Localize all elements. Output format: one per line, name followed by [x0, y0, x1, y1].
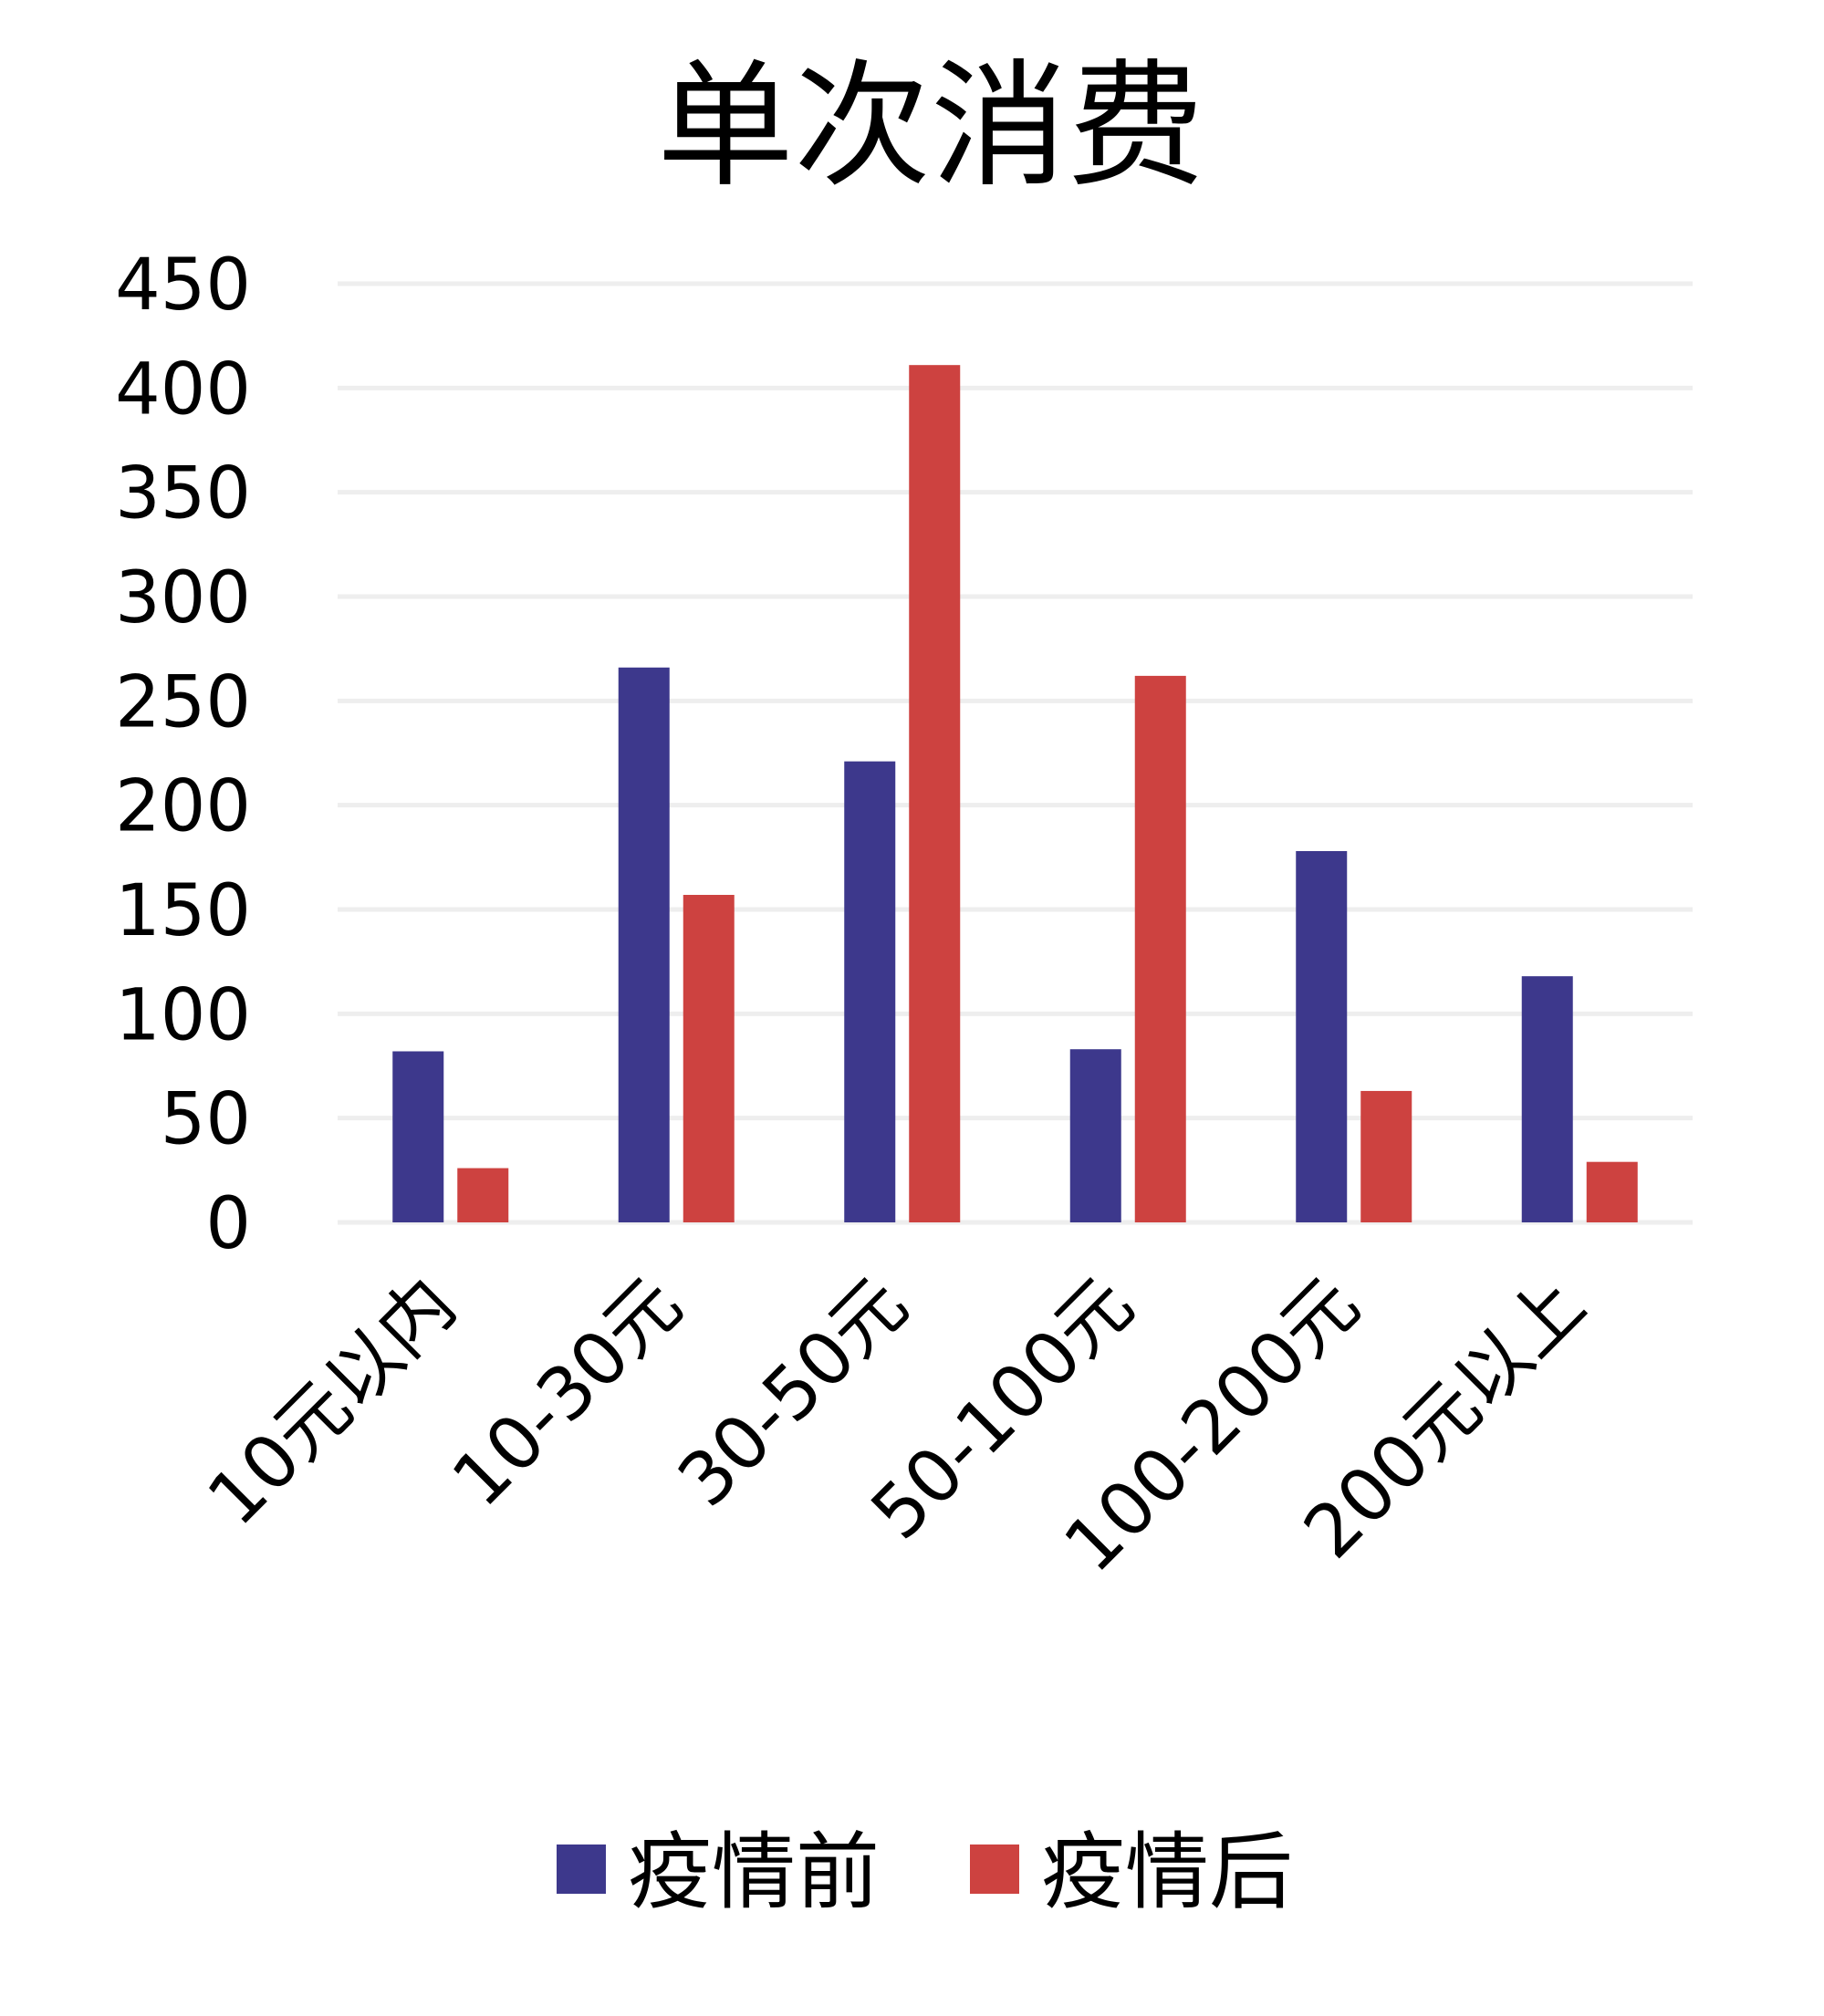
- x-category-label: 10元以内: [192, 1262, 472, 1542]
- bars: [392, 365, 1638, 1222]
- bar-after: [909, 365, 961, 1222]
- y-axis-ticks: 0 50 100 150 200 250 300 350 400 450: [115, 244, 251, 1265]
- y-tick-label: 450: [115, 244, 251, 327]
- chart-title: 单次消费: [657, 47, 1204, 206]
- bar-after: [457, 1168, 509, 1222]
- y-tick-label: 250: [115, 661, 251, 743]
- legend: 疫情前 疫情后: [557, 1824, 1293, 1921]
- y-tick-label: 200: [115, 766, 251, 848]
- y-tick-label: 0: [205, 1183, 251, 1265]
- bar-after: [1586, 1161, 1638, 1222]
- y-tick-label: 300: [115, 557, 251, 639]
- legend-label-before: 疫情前: [628, 1824, 880, 1921]
- legend-label-after: 疫情后: [1041, 1824, 1293, 1921]
- bar-before: [1069, 1049, 1121, 1222]
- y-tick-label: 150: [115, 870, 251, 952]
- legend-swatch-before: [557, 1845, 606, 1894]
- x-category-label: 10-30元: [436, 1262, 698, 1523]
- bar-after: [1360, 1090, 1412, 1222]
- bar-before: [1521, 976, 1573, 1222]
- bar-after: [683, 894, 735, 1222]
- y-tick-label: 350: [115, 453, 251, 535]
- bar-before: [392, 1051, 444, 1222]
- legend-swatch-after: [970, 1845, 1019, 1894]
- y-tick-label: 50: [161, 1079, 251, 1161]
- y-tick-label: 400: [115, 348, 251, 431]
- bar-before: [844, 761, 896, 1222]
- bar-before: [618, 667, 670, 1222]
- bar-before: [1296, 850, 1348, 1222]
- y-tick-label: 100: [115, 974, 251, 1056]
- gridlines: [338, 281, 1693, 1225]
- bar-after: [1134, 675, 1186, 1222]
